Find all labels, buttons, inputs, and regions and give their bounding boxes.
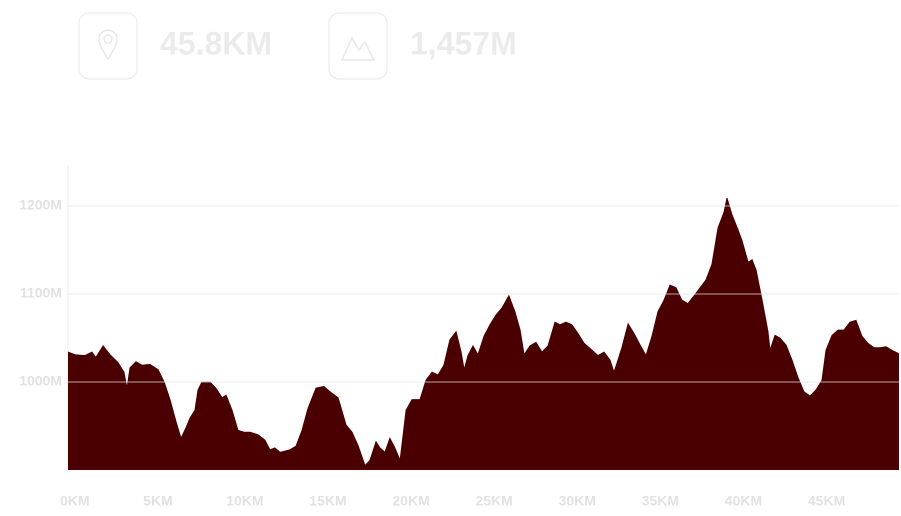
x-tick-label: 45KM [808,493,845,509]
stat-box [78,12,138,80]
x-tick-label: 15KM [309,493,346,509]
distance-icon [98,29,118,61]
y-tick-label: 1200M [19,197,62,213]
elevation-icon [340,36,376,61]
x-tick-label: 5KM [143,493,173,509]
area-fill [68,198,899,470]
x-tick-label: 10KM [226,493,263,509]
x-tick-label: 25KM [476,493,513,509]
x-tick-label: 0KM [60,493,90,509]
elevation-value: 1,457M [410,25,517,61]
stat-box [328,12,388,80]
y-tick-label: 1100M [20,285,62,301]
y-tick-label: 1000M [19,373,62,389]
x-tick-label: 35KM [642,493,679,509]
distance-value: 45.8KM [160,25,272,61]
x-tick-label: 20KM [392,493,429,509]
x-tick-label: 40KM [725,493,762,509]
x-tick-label: 30KM [559,493,596,509]
